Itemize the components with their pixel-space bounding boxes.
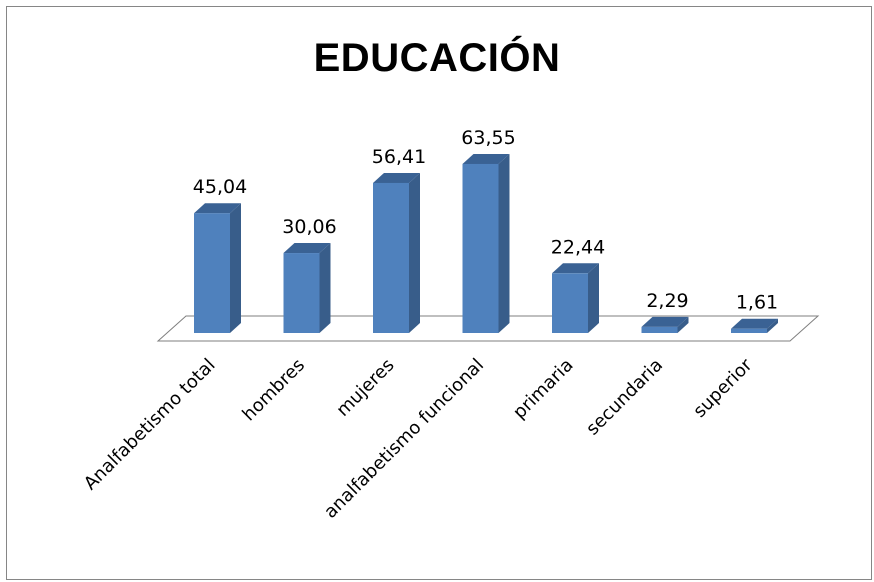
bars-group [194, 154, 778, 333]
category-label-2: mujeres [332, 355, 398, 421]
bar-front-5 [642, 327, 678, 333]
bar-2 [373, 173, 420, 333]
bar-4 [552, 263, 599, 333]
bar-side-2 [409, 173, 420, 333]
bar-front-6 [731, 329, 767, 333]
category-label-3: analfabetismo funcional [320, 355, 488, 523]
category-label-6: superior [689, 354, 757, 422]
category-label-5: secundaria [582, 355, 667, 440]
bar-front-4 [552, 273, 588, 333]
category-label-1: hombres [238, 355, 309, 426]
bar-side-0 [230, 203, 241, 333]
bar-front-0 [194, 213, 230, 333]
bar-side-3 [499, 154, 510, 333]
category-label-0: Analfabetismo total [80, 355, 220, 495]
data-label-0: 45,04 [193, 176, 247, 198]
bar-1 [284, 243, 331, 333]
data-label-4: 22,44 [551, 236, 605, 258]
bar-front-1 [284, 253, 320, 333]
data-label-6: 1,61 [736, 292, 778, 314]
data-label-1: 30,06 [282, 216, 336, 238]
bar-0 [194, 203, 241, 333]
bar-front-3 [463, 164, 499, 333]
data-label-5: 2,29 [646, 290, 688, 312]
bar-side-4 [588, 263, 599, 333]
bar-side-1 [320, 243, 331, 333]
category-label-4: primaria [509, 355, 577, 423]
data-label-3: 63,55 [461, 127, 515, 149]
bar-front-2 [373, 183, 409, 333]
bar-3 [463, 154, 510, 333]
data-label-2: 56,41 [372, 146, 426, 168]
